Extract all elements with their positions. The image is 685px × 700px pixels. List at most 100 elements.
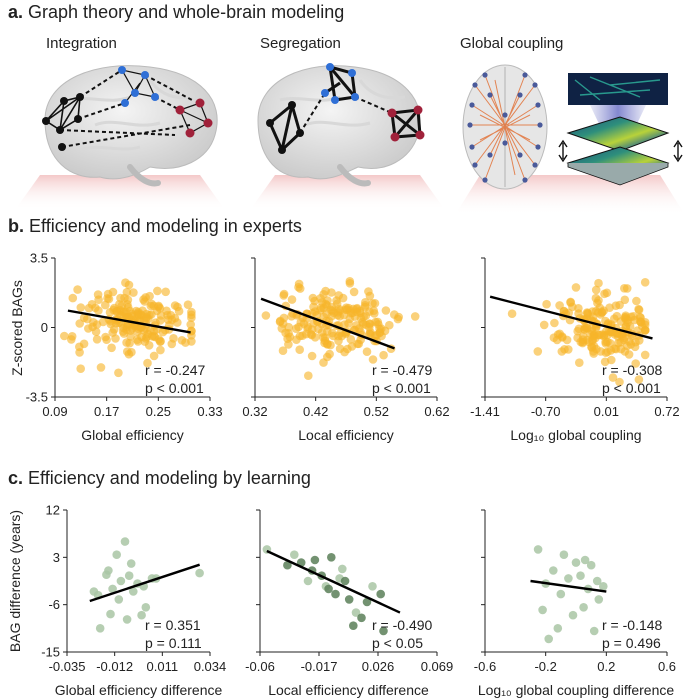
c2-point: [340, 576, 350, 586]
b3-point: [583, 323, 592, 333]
section-b-title: b. Efficiency and modeling in experts: [8, 216, 302, 237]
c2-point: [379, 626, 388, 636]
b1-ytick-label: 3.5: [30, 251, 48, 266]
c1-point: [108, 584, 117, 594]
b2-point: [314, 324, 323, 334]
b2-xtick-label: 0.32: [242, 404, 267, 419]
b1-point: [125, 338, 134, 348]
b1-point: [108, 328, 117, 337]
c3-point: [559, 550, 569, 559]
segregation-label: Segregation: [260, 35, 341, 52]
b2-point: [368, 299, 377, 308]
c3-point: [592, 576, 602, 586]
section-c-title-text: Efficiency and modeling by learning: [28, 468, 311, 488]
b1-point: [104, 294, 114, 304]
b3-point: [640, 350, 650, 360]
b1-point: [142, 312, 151, 322]
b1-point: [101, 332, 110, 342]
b3-point: [634, 305, 644, 315]
b3-point: [630, 342, 640, 352]
c1-xlabel: Global efficiency difference: [55, 682, 223, 698]
c1-point: [116, 576, 126, 586]
b2-point: [381, 306, 391, 315]
c1-xtick-label: 0.034: [194, 659, 227, 674]
c3-p-value: p = 0.496: [602, 635, 661, 651]
b1-point: [138, 306, 147, 316]
b3-point: [539, 320, 549, 330]
b1-p-value: p < 0.001: [145, 380, 204, 396]
c1-fit-line: [89, 563, 201, 603]
b2-xlabel: Local efficiency: [298, 427, 393, 443]
b2-point: [370, 309, 379, 318]
b3-point: [557, 347, 567, 356]
c3-point: [549, 566, 558, 575]
b3-point: [590, 333, 600, 343]
c3-point: [579, 603, 588, 612]
b1-point: [119, 312, 129, 321]
b1-ytick-label: 0: [41, 320, 48, 335]
c2-fit-line: [266, 549, 401, 614]
b1-point: [98, 317, 108, 327]
b3-point: [533, 347, 543, 356]
b2-point: [309, 302, 318, 312]
c3-xtick-label: -0.2: [534, 659, 556, 674]
b3-point: [630, 315, 639, 325]
b3-point: [507, 309, 517, 319]
b3-point: [631, 359, 640, 368]
b1-point: [96, 363, 106, 372]
c2-xtick-label: -0.017: [301, 659, 338, 674]
b1-point: [149, 301, 159, 311]
b3-point: [591, 285, 601, 295]
b2-point: [346, 335, 356, 344]
c1-ytick-label: -15: [41, 645, 60, 660]
b3-point: [583, 309, 592, 319]
b1-point: [181, 338, 190, 347]
b1-point: [60, 331, 69, 341]
c3-point: [544, 634, 553, 644]
b3-point: [566, 298, 575, 307]
b1-point: [68, 293, 78, 303]
c2-point: [376, 589, 386, 599]
c1-point: [141, 603, 151, 612]
b1-point: [73, 285, 82, 294]
b2-xtick-label: 0.62: [424, 404, 449, 419]
b3-point: [574, 304, 583, 313]
b3-point: [620, 313, 630, 323]
b1-point: [116, 293, 125, 303]
b3-point: [608, 373, 618, 382]
b1-point: [156, 345, 165, 355]
b3-point: [578, 335, 588, 345]
b1-xlabel: Global efficiency: [81, 427, 183, 443]
c2-xtick-label: -0.06: [245, 659, 275, 674]
b2-point: [318, 298, 327, 307]
b2-point: [393, 314, 403, 324]
b1-point: [149, 326, 159, 336]
c3-point: [580, 555, 590, 565]
b2-point: [344, 319, 353, 328]
integration-label: Integration: [46, 35, 117, 52]
b2-point: [304, 371, 313, 381]
b3-point: [542, 299, 551, 309]
c2-point: [327, 553, 336, 562]
b2-point: [276, 316, 285, 326]
c3-point: [576, 571, 585, 580]
b3-xtick-label: 0.72: [654, 404, 679, 419]
c2-point: [303, 576, 313, 586]
integration-brain: [15, 65, 225, 210]
c3-point: [586, 560, 596, 570]
b2-point: [261, 311, 271, 320]
c3-r-value: r = -0.148: [602, 617, 663, 633]
b3-point: [594, 278, 603, 288]
b2-point: [352, 303, 362, 313]
b3-r-value: r = -0.308: [602, 362, 663, 378]
section-a-title-text: Graph theory and whole-brain modeling: [28, 2, 345, 22]
section-b-charts: 0.09 0.17 0.25 0.33 3.5 0 -3.5 r = -0.247 p < 0.…: [9, 251, 680, 444]
b2-point: [410, 312, 420, 321]
b3-point: [558, 333, 567, 342]
b2-xtick-label: 0.52: [364, 404, 389, 419]
b3-point: [635, 336, 644, 345]
b2-point: [307, 351, 317, 361]
c2-point: [290, 550, 299, 559]
c3-xtick-label: -0.6: [474, 659, 496, 674]
b2-point: [368, 355, 378, 364]
